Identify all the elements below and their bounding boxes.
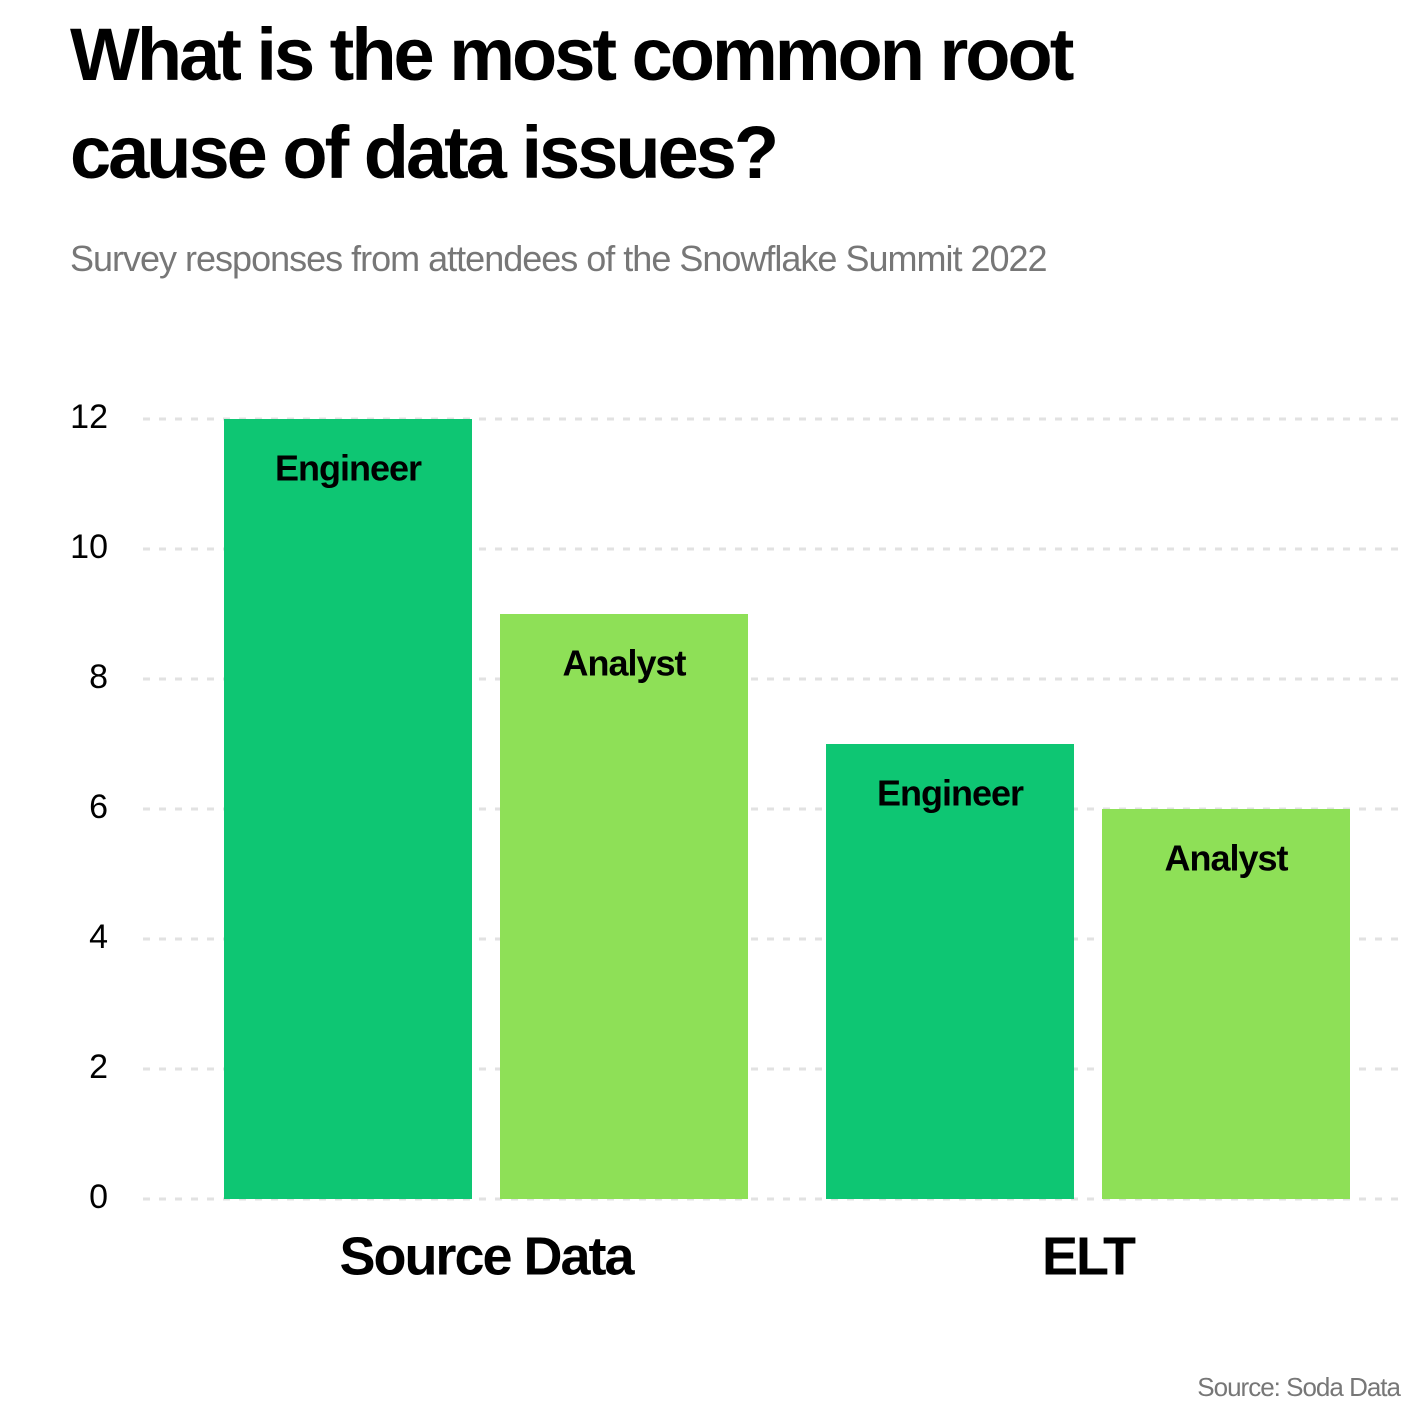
bar [500,614,748,1199]
chart-title: What is the most common root cause of da… [70,13,1074,194]
bar-label: Engineer [877,773,1024,814]
bar-label: Engineer [275,448,422,489]
y-tick-label: 12 [70,398,108,436]
y-tick-label: 10 [70,528,108,566]
y-tick-label: 4 [89,918,108,956]
bar-label: Analyst [562,643,686,684]
chart-subtitle: Survey responses from attendees of the S… [70,238,1048,279]
y-tick-label: 6 [89,788,108,826]
y-tick-label: 0 [89,1178,108,1216]
source-note: Source: Soda Data [1197,1372,1401,1402]
x-tick-label: Source Data [339,1226,635,1286]
y-tick-label: 8 [89,658,108,696]
bar [224,419,472,1199]
chart: 0 2 4 6 8 10 12 Engineer Analyst Source Data Engin… [70,398,1401,1286]
x-tick-label: ELT [1042,1226,1136,1286]
bar-label: Analyst [1164,838,1288,879]
y-tick-label: 2 [89,1048,108,1086]
bar [1102,809,1350,1199]
bar [826,744,1074,1199]
